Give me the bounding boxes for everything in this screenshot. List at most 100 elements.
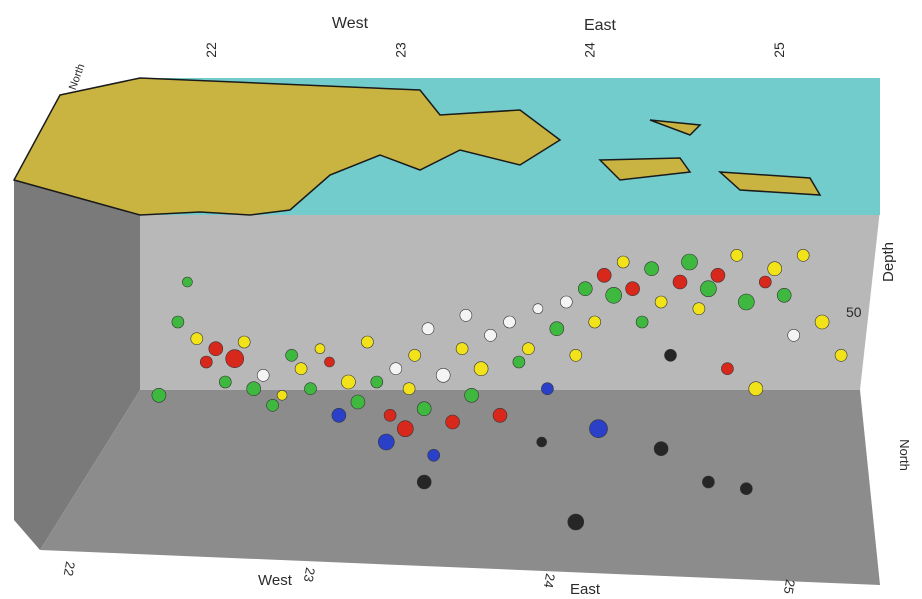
data-point-yellow-3 — [190, 332, 204, 346]
data-point-white-38 — [484, 328, 497, 342]
data-point-yellow-28 — [408, 348, 422, 362]
data-point-yellow-62 — [692, 302, 706, 316]
depth-tick-label: 50 — [846, 304, 862, 320]
data-point-black-59 — [664, 348, 677, 362]
data-point-black-80 — [567, 513, 585, 531]
data-point-green-41 — [512, 355, 526, 369]
data-point-blue-51 — [589, 419, 608, 439]
top-tick-label-22: 22 — [203, 42, 219, 58]
data-point-white-30 — [421, 322, 435, 336]
data-point-yellow-54 — [616, 255, 630, 269]
bottom-tick-label-23: 23 — [301, 566, 318, 583]
side-wall — [14, 180, 140, 550]
data-point-green-2 — [182, 276, 193, 288]
data-point-yellow-37 — [473, 361, 489, 377]
data-point-yellow-58 — [654, 295, 668, 309]
data-point-black-77 — [653, 441, 669, 457]
data-point-yellow-21 — [361, 335, 374, 349]
data-point-red-52 — [596, 267, 612, 283]
points-layer — [151, 249, 848, 531]
data-point-green-6 — [219, 375, 232, 389]
map-land-island-1 — [598, 157, 692, 181]
data-point-green-13 — [285, 348, 298, 362]
bottom-tick-label-24: 24 — [541, 572, 558, 589]
data-point-yellow-19 — [341, 374, 356, 390]
data-point-yellow-75 — [834, 348, 848, 362]
top-tick-label-23: 23 — [392, 42, 408, 58]
top-tick-label-24: 24 — [582, 42, 598, 58]
data-point-yellow-70 — [767, 261, 783, 277]
data-point-white-43 — [532, 303, 544, 315]
data-point-green-46 — [549, 321, 565, 337]
data-point-red-65 — [721, 362, 734, 376]
data-point-yellow-16 — [314, 343, 326, 355]
data-point-yellow-68 — [748, 381, 764, 397]
data-point-green-36 — [464, 387, 479, 403]
bottom-tick-label-22: 22 — [61, 560, 78, 577]
data-point-red-5 — [208, 341, 224, 357]
x-axis-label-bottom-east: East — [570, 581, 601, 598]
data-point-blue-31 — [427, 448, 441, 462]
top-tick-label-25: 25 — [771, 42, 787, 58]
floor-plane — [40, 390, 880, 585]
data-point-white-10 — [256, 368, 270, 382]
depth-axis-label: Depth — [880, 242, 897, 282]
bottom-tick-labels: 22 23 24 25 — [61, 560, 798, 595]
data-point-blue-45 — [541, 382, 554, 396]
data-point-green-57 — [644, 261, 659, 277]
data-point-green-67 — [737, 293, 755, 311]
data-point-yellow-73 — [796, 249, 810, 262]
data-point-black-79 — [739, 482, 753, 496]
data-point-red-64 — [710, 267, 726, 283]
data-point-red-39 — [492, 407, 508, 423]
data-point-red-26 — [396, 420, 414, 438]
data-point-green-61 — [681, 253, 698, 271]
map-land-island-2 — [717, 171, 822, 196]
data-point-yellow-14 — [294, 362, 308, 376]
data-point-yellow-66 — [730, 249, 744, 262]
map-land-island-3 — [649, 119, 702, 136]
data-point-yellow-74 — [814, 314, 830, 330]
data-point-white-32 — [435, 367, 451, 383]
data-point-green-71 — [776, 287, 792, 303]
top-tick-labels: 22 23 24 25 — [203, 42, 787, 58]
data-point-white-47 — [559, 295, 573, 309]
data-point-black-78 — [702, 475, 715, 489]
data-point-white-72 — [787, 328, 801, 342]
data-point-black-44 — [536, 436, 548, 448]
data-point-red-4 — [200, 355, 213, 369]
data-point-green-20 — [350, 394, 366, 410]
data-point-yellow-42 — [522, 342, 535, 356]
data-point-green-56 — [635, 315, 649, 329]
data-point-white-40 — [503, 315, 516, 329]
data-point-white-35 — [459, 308, 473, 322]
data-point-green-0 — [151, 387, 167, 403]
bottom-tick-label-25: 25 — [781, 578, 798, 595]
north-axis-label-back: North — [67, 62, 87, 91]
data-point-green-9 — [246, 381, 261, 397]
data-point-yellow-50 — [588, 315, 602, 329]
data-point-yellow-48 — [569, 348, 583, 362]
data-point-white-25 — [389, 362, 403, 376]
data-point-green-22 — [370, 375, 384, 389]
data-point-red-33 — [445, 414, 460, 430]
data-point-red-69 — [758, 275, 772, 289]
data-point-yellow-34 — [455, 342, 469, 356]
data-point-green-1 — [171, 315, 185, 329]
back-wall — [140, 210, 880, 390]
data-point-green-29 — [416, 401, 432, 417]
data-point-yellow-8 — [237, 335, 251, 349]
data-point-green-11 — [266, 398, 279, 412]
data-point-red-55 — [625, 281, 640, 297]
data-point-blue-23 — [377, 433, 395, 451]
data-point-red-24 — [383, 408, 397, 422]
data-point-yellow-27 — [402, 382, 416, 396]
data-point-green-53 — [605, 286, 623, 304]
data-point-red-7 — [225, 349, 244, 369]
north-axis-label-right: North — [897, 439, 912, 471]
map-land-west — [12, 77, 562, 216]
data-point-yellow-12 — [276, 389, 288, 401]
data-point-green-49 — [577, 281, 593, 297]
